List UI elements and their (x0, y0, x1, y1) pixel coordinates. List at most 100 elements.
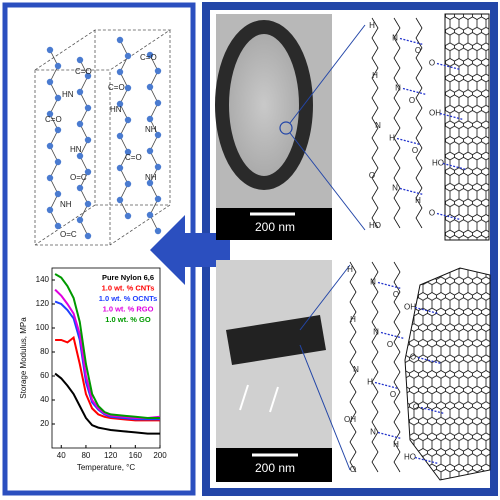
atom (46, 206, 54, 214)
y-tick-label: 120 (36, 299, 50, 308)
unit-cell (33, 29, 172, 246)
polymer-chain (415, 17, 423, 229)
x-tick-label: 120 (104, 451, 118, 460)
atom (146, 147, 154, 155)
zoom-line (289, 24, 366, 124)
atom (124, 52, 132, 60)
zoom-line (299, 344, 351, 471)
x-tick-label: 80 (81, 451, 90, 460)
polymer-chain (371, 17, 379, 229)
data-line (54, 288, 161, 419)
atom-label: C=O (140, 53, 157, 62)
y-tick-label: 40 (40, 395, 49, 404)
atom-label: O=C (70, 173, 87, 182)
h-bond (374, 381, 399, 390)
tem-arrow (239, 384, 249, 411)
atom (84, 168, 92, 176)
atom-label: NH (145, 125, 157, 134)
atom (124, 212, 132, 220)
atom-label: N (375, 121, 381, 130)
atom-label: N (392, 34, 398, 43)
atom-label: C=O (45, 115, 62, 124)
y-tick-label: 60 (40, 371, 49, 380)
x-tick-label: 200 (153, 451, 167, 460)
atom (46, 142, 54, 150)
legend-entry: 1.0 wt. % OCNTs (99, 294, 158, 303)
atom-label: C=O (125, 153, 142, 162)
legend-entry: 1.0 wt. % CNTs (102, 283, 155, 292)
graphene (404, 267, 491, 481)
atom-label: O (393, 290, 399, 299)
scale-label: 200 nm (255, 220, 295, 234)
atom (84, 232, 92, 240)
atom-label: O (390, 390, 396, 399)
tem-sheet (226, 315, 326, 365)
atom (84, 136, 92, 144)
atom-label: N (373, 328, 379, 337)
atom (154, 67, 162, 75)
atom-label: H (367, 378, 373, 387)
atom-label: N (353, 365, 359, 374)
atom-label: HO (404, 453, 416, 462)
atom-label: O=C (60, 230, 77, 239)
atom (124, 148, 132, 156)
atom (46, 78, 54, 86)
atom-label: N (370, 278, 376, 287)
atom (76, 184, 84, 192)
h-bond (396, 137, 421, 146)
atom-label: O (369, 171, 375, 180)
atom-label: O (387, 340, 393, 349)
atom (76, 88, 84, 96)
atom (54, 62, 62, 70)
zoom-circle (279, 121, 293, 135)
h-bond (439, 112, 464, 121)
atom (146, 179, 154, 187)
atom (116, 132, 124, 140)
y-tick-label: 20 (40, 419, 49, 428)
legend-entry: 1.0 wt. % RGO (103, 304, 154, 313)
atom (46, 46, 54, 54)
h-bond (402, 87, 427, 96)
data-line (54, 300, 160, 421)
atom-label: H (350, 315, 356, 324)
h-bond (380, 331, 405, 340)
atom (46, 110, 54, 118)
h-bond (399, 187, 424, 196)
atom (154, 195, 162, 203)
atom (146, 83, 154, 91)
atom-label: OH (404, 303, 416, 312)
atom-label: HN (70, 145, 82, 154)
atom (116, 164, 124, 172)
atom (116, 36, 124, 44)
x-tick-label: 40 (57, 451, 66, 460)
atom (76, 152, 84, 160)
atom (154, 131, 162, 139)
atom (46, 174, 54, 182)
atom-label: N (392, 184, 398, 193)
h-bond (414, 306, 439, 315)
h-bond (414, 456, 439, 465)
atom-label: HO (369, 221, 381, 230)
atom-label: H (389, 134, 395, 143)
atom-label: H (393, 440, 399, 449)
atom-label: O (409, 96, 415, 105)
legend-entry: Pure Nylon 6,6 (102, 273, 154, 282)
arrow (150, 215, 230, 285)
atom-label: HO (432, 159, 444, 168)
atom (54, 190, 62, 198)
atom (54, 222, 62, 230)
atom-label: H (369, 21, 375, 30)
h-bond (436, 62, 461, 71)
atom-label: N (395, 84, 401, 93)
tem-image-bottom (216, 260, 332, 482)
legend-entry: 1.0 wt. % GO (105, 315, 151, 324)
atom-label: HN (62, 90, 74, 99)
h-bond (377, 281, 402, 290)
atom (124, 180, 132, 188)
y-tick-label: 80 (40, 347, 49, 356)
zoom-line (289, 132, 366, 231)
atom (146, 115, 154, 123)
atom (76, 120, 84, 128)
atom (124, 116, 132, 124)
